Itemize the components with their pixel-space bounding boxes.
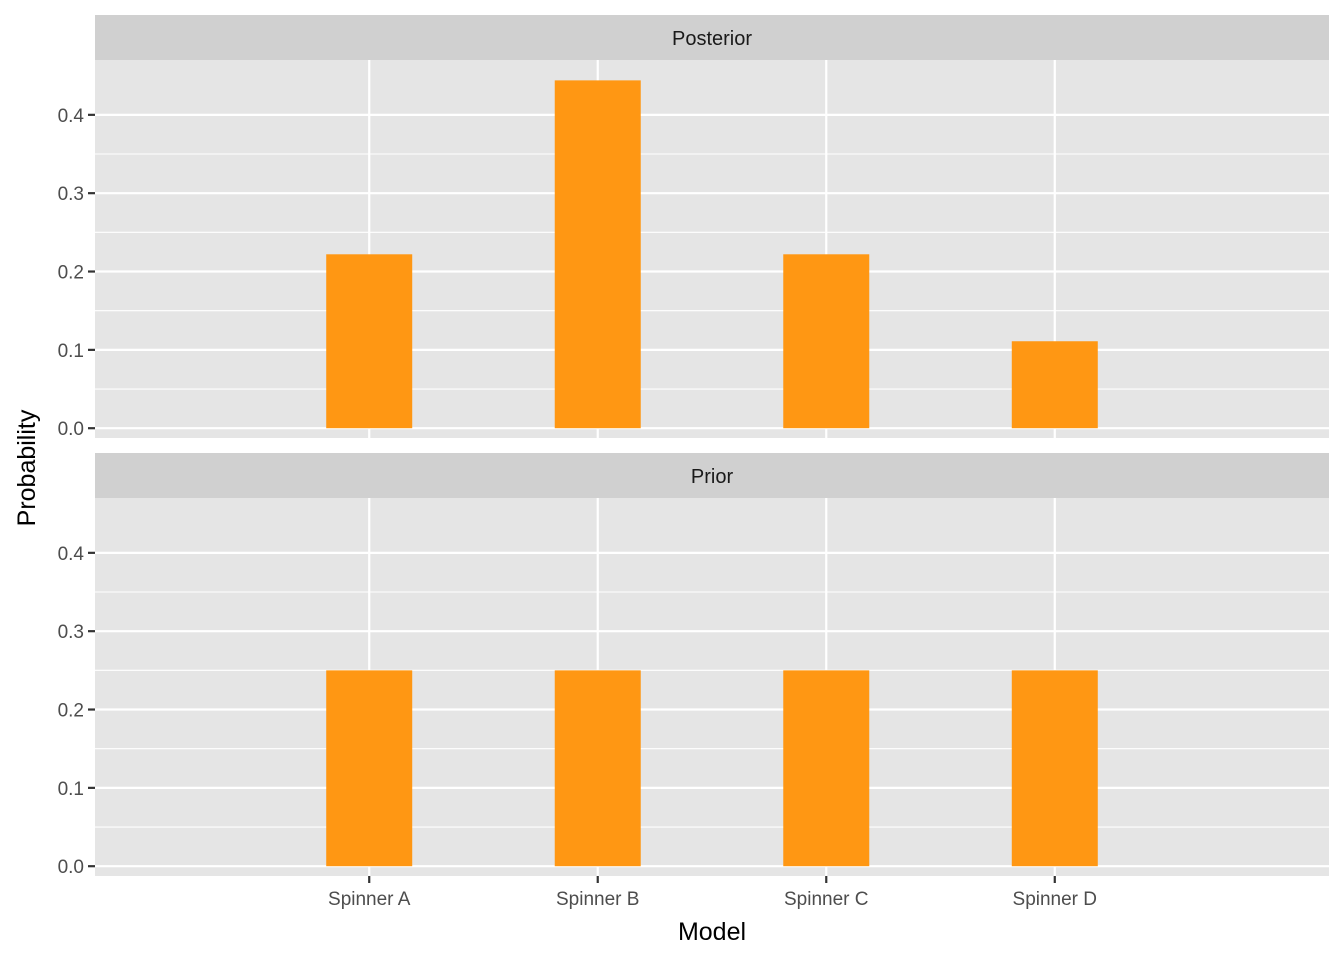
x-tick-label: Spinner C [784,889,869,910]
y-tick-label: 0.0 [58,857,84,878]
panel-posterior-background [95,60,1329,438]
bar-prior-spinner-c [783,670,870,867]
bar-prior-spinner-d [1011,670,1098,867]
y-tick-label: 0.4 [58,106,85,127]
y-tick-label: 0.0 [58,419,84,440]
y-tick-label: 0.3 [58,622,84,643]
x-tick-label: Spinner A [328,889,411,910]
panel-posterior: Posterior 0.0 0.1 0.2 0.3 0.4 [58,15,1329,440]
bar-posterior-spinner-c [783,254,870,429]
bar-posterior-spinner-b [554,80,641,429]
panel-posterior-bars [326,80,1098,429]
y-tick-label: 0.1 [58,779,84,800]
x-axis: Spinner A Spinner B Spinner C Spinner D [328,876,1097,910]
bar-posterior-spinner-a [326,254,413,429]
y-tick-label: 0.1 [58,341,84,362]
panel-prior-strip [95,453,1329,498]
x-tick-label: Spinner B [556,889,639,910]
bar-prior-spinner-b [554,670,641,867]
y-tick-label: 0.2 [58,263,84,284]
y-tick-label: 0.4 [58,544,85,565]
x-tick-label: Spinner D [1013,889,1098,910]
panel-posterior-strip-label: Posterior [672,28,752,50]
panel-prior-strip-label: Prior [691,466,734,488]
x-axis-title: Model [678,918,746,946]
panel-prior: Prior 0.0 0.1 0.2 0.3 0.4 [58,453,1329,878]
y-tick-label: 0.3 [58,184,84,205]
panel-posterior-y-axis: 0.0 0.1 0.2 0.3 0.4 [58,106,95,440]
y-axis-title: Probability [13,409,41,526]
panel-prior-y-axis: 0.0 0.1 0.2 0.3 0.4 [58,544,95,878]
panel-posterior-strip [95,15,1329,60]
panel-prior-background [95,498,1329,876]
bar-prior-spinner-a [326,670,413,867]
panel-prior-bars [326,670,1098,867]
bar-posterior-spinner-d [1011,341,1098,429]
y-tick-label: 0.2 [58,701,84,722]
